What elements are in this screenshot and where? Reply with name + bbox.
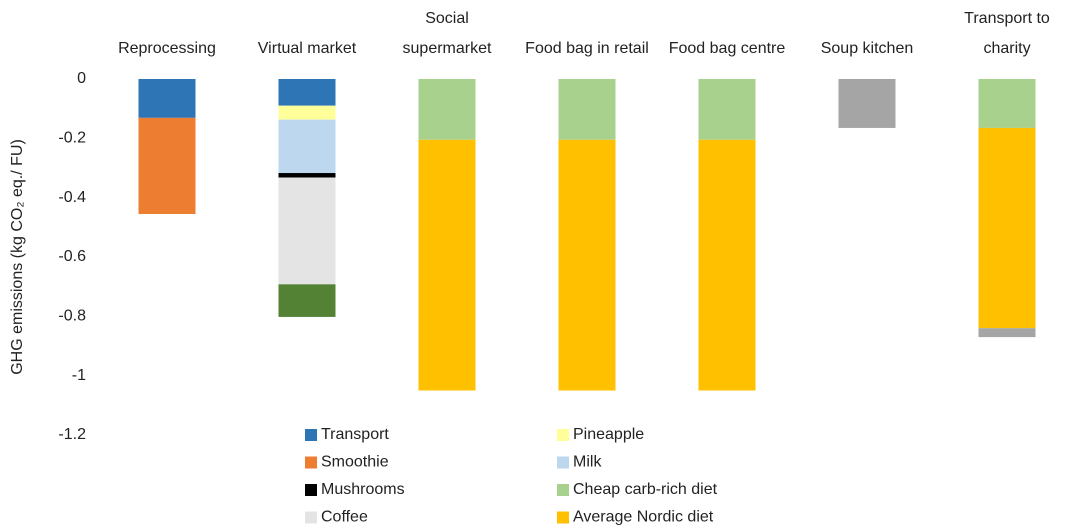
bar-segment: [278, 177, 336, 285]
legend-label: Transport: [321, 426, 389, 443]
legend-swatch: [557, 429, 569, 441]
bar-segment: [978, 79, 1036, 128]
y-tick-label: -0.8: [58, 308, 86, 325]
x-tick-label: Social supermarket: [402, 10, 492, 57]
x-tick-label: Soup kitchen: [820, 40, 914, 57]
legend-label: Average Nordic diet: [573, 509, 714, 526]
bar-segment: [698, 79, 756, 140]
legend-label: Smoothie: [321, 454, 389, 471]
legend-swatch: [557, 484, 569, 496]
bar-segment: [138, 117, 196, 214]
bar-segment: [558, 79, 616, 140]
legend-swatch: [305, 456, 317, 469]
legend-swatch: [557, 511, 569, 524]
bar-segment: [278, 119, 336, 174]
bar-segment: [418, 139, 476, 391]
legend-label: Pineapple: [573, 426, 644, 443]
y-tick-label: -0.2: [58, 130, 86, 147]
legend-swatch: [305, 429, 317, 441]
legend-label: Cheap carb-rich diet: [573, 481, 718, 498]
y-tick-label: -1.2: [58, 426, 86, 443]
legend-label: Coffee: [321, 509, 368, 526]
bar-segment: [278, 105, 336, 120]
y-tick-label: 0: [77, 70, 86, 87]
bar-segment: [838, 79, 896, 128]
x-tick-label: Food bag centre: [668, 40, 786, 57]
bar-segment: [978, 328, 1036, 338]
bar-segment: [558, 139, 616, 391]
bar-segment: [278, 173, 336, 178]
bar-segment: [278, 284, 336, 317]
y-tick-label: -0.4: [58, 189, 86, 206]
y-tick-label: -1: [72, 367, 86, 384]
legend-swatch: [305, 484, 317, 496]
x-tick-label: Virtual market: [257, 40, 357, 57]
legend-swatch: [557, 456, 569, 469]
legend-swatch: [305, 511, 317, 524]
y-tick-label: -0.6: [58, 248, 86, 265]
legend-label: Mushrooms: [321, 481, 405, 498]
bar-segment: [418, 79, 476, 140]
bar-segment: [278, 79, 336, 106]
bar-segment: [138, 79, 196, 118]
x-tick-label: Reprocessing: [118, 40, 216, 57]
x-tick-label: Transport to charity: [964, 10, 1050, 57]
x-tick-label: Food bag in retail: [525, 40, 649, 57]
bar-segment: [978, 127, 1036, 329]
y-axis-label: GHG emissions (kg CO₂ eq./ FU): [9, 139, 26, 375]
bar-segment: [698, 139, 756, 391]
legend-label: Milk: [573, 454, 602, 471]
